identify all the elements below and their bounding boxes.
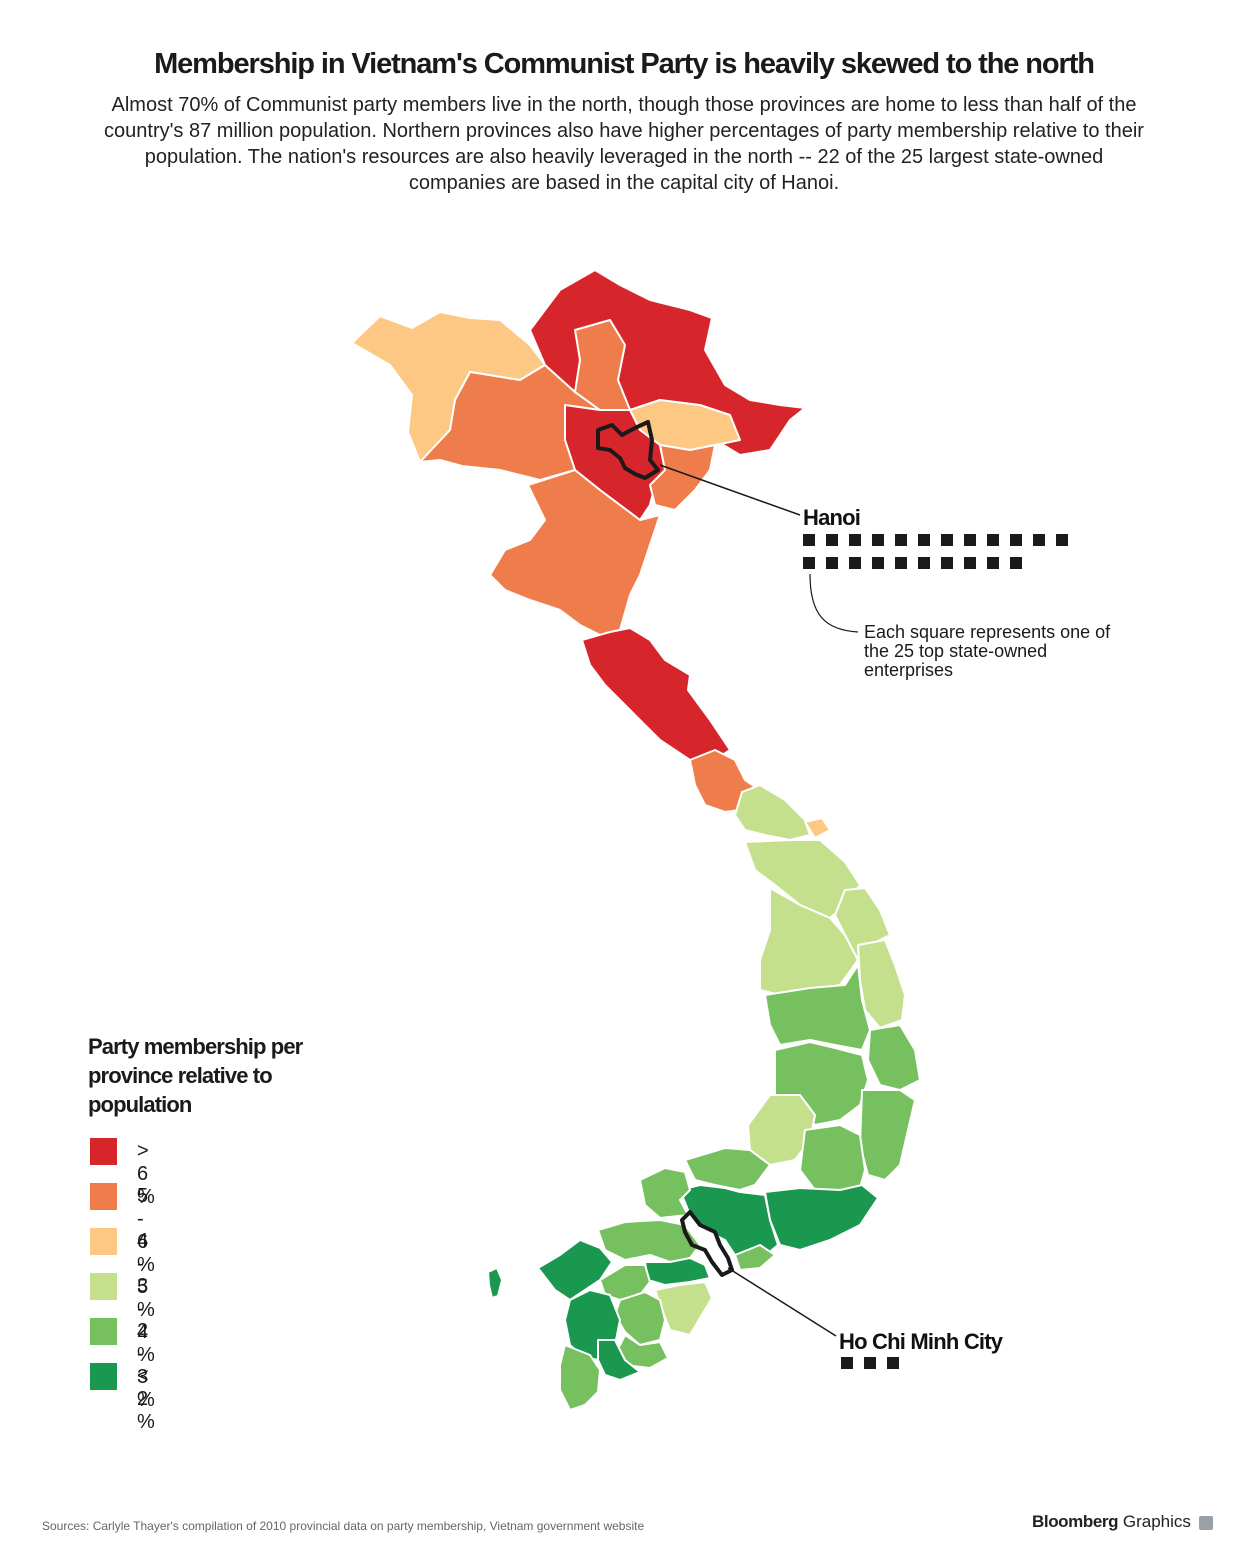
province-ba-ria [734, 1244, 776, 1271]
enterprise-square [849, 534, 861, 546]
enterprise-square [872, 534, 884, 546]
enterprise-square [849, 557, 861, 569]
brand-name: Bloomberg [1032, 1512, 1119, 1531]
legend-swatch [90, 1363, 117, 1390]
enterprise-square [918, 557, 930, 569]
enterprise-square [826, 534, 838, 546]
enterprise-square [1033, 534, 1045, 546]
hcmc-leader-line [727, 1267, 837, 1337]
province-tien-giang [644, 1257, 711, 1286]
province-ca-mau [559, 1344, 601, 1411]
legend-label: 2 - 3 % [137, 1320, 155, 1411]
province-tay-ninh [639, 1167, 691, 1219]
enterprise-square [941, 534, 953, 546]
page-title: Membership in Vietnam's Communist Party … [154, 48, 1095, 80]
legend-label: > 6 % [137, 1140, 155, 1208]
enterprise-square [803, 534, 815, 546]
enterprise-square [872, 557, 884, 569]
province-binh-phuoc [684, 1147, 771, 1191]
enterprise-square [826, 557, 838, 569]
province-can-tho [614, 1291, 666, 1346]
province-gia-lai [764, 964, 871, 1051]
legend-title: Party membership per province relative t… [88, 1034, 303, 1117]
province-binh-thuan [764, 1184, 879, 1251]
brand-logo: Bloomberg Graphics [1032, 1512, 1191, 1532]
legend-swatch [90, 1183, 117, 1210]
legend-swatch [90, 1228, 117, 1255]
legend-swatch [90, 1273, 117, 1300]
enterprise-square [964, 534, 976, 546]
enterprise-square [1010, 534, 1022, 546]
hcmc-label: Ho Chi Minh City [839, 1329, 1003, 1354]
enterprise-square [895, 534, 907, 546]
square-note: Each square represents one of the 25 top… [864, 622, 1111, 680]
province-kien-giang [537, 1239, 613, 1301]
province-quang-tri [734, 784, 811, 841]
enterprise-square [887, 1357, 899, 1369]
page-subtitle: Almost 70% of Communist party members li… [104, 94, 1144, 194]
bloomberg-graphics-icon [1199, 1516, 1213, 1530]
province-da-nang [804, 817, 831, 839]
legend-label: 3 - 4 % [137, 1275, 155, 1366]
enterprise-square [941, 557, 953, 569]
enterprise-square [987, 534, 999, 546]
province-bac-lieu [597, 1339, 641, 1381]
province-dong-nai [679, 1184, 779, 1261]
province-phu-yen [867, 1024, 921, 1091]
legend-label: < 2 % [137, 1365, 155, 1433]
legend-swatch [90, 1318, 117, 1345]
note-leader-line [809, 573, 859, 633]
enterprise-square [987, 557, 999, 569]
enterprise-square [841, 1357, 853, 1369]
province-khanh-hoa [859, 1089, 916, 1181]
enterprise-square [1056, 534, 1068, 546]
brand-suffix: Graphics [1122, 1512, 1191, 1531]
hanoi-leader-line [659, 464, 801, 516]
source-note: Sources: Carlyle Thayer's compilation of… [42, 1519, 645, 1533]
legend-swatch [90, 1138, 117, 1165]
legend-label: 5 - 6 % [137, 1185, 155, 1276]
legend-label: 4 - 5 % [137, 1230, 155, 1321]
province-phu-quoc [487, 1267, 503, 1299]
enterprise-square [864, 1357, 876, 1369]
enterprise-square [895, 557, 907, 569]
hanoi-outline [596, 420, 660, 480]
enterprise-square [964, 557, 976, 569]
province-lam-dong [799, 1124, 866, 1193]
enterprise-square [918, 534, 930, 546]
province-delta-east [649, 444, 716, 511]
hanoi-label: Hanoi [803, 505, 861, 530]
province-nghe-an [581, 627, 731, 761]
enterprise-square [1010, 557, 1022, 569]
enterprise-square [803, 557, 815, 569]
province-dak-nong [747, 1094, 816, 1166]
